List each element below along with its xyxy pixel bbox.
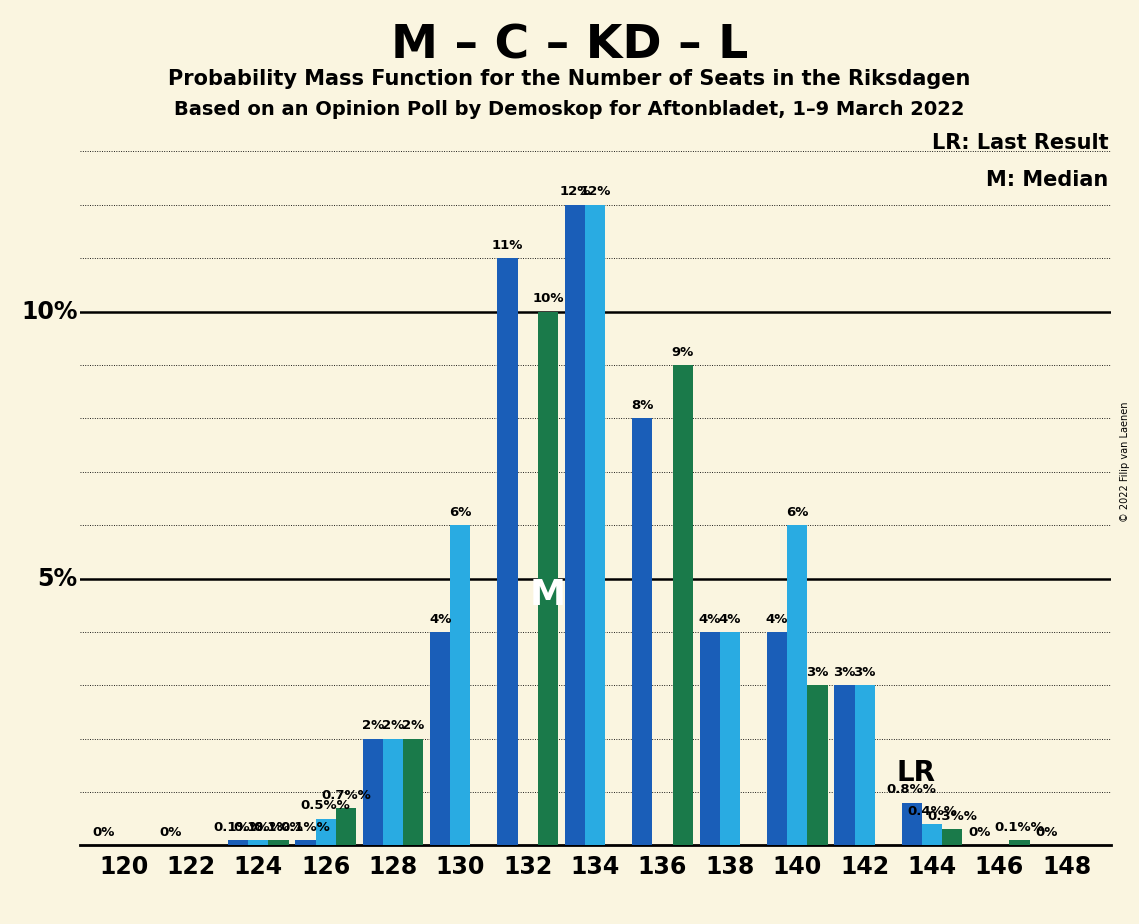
Bar [834, 686, 854, 845]
Bar [787, 525, 808, 845]
Bar [362, 738, 383, 845]
Text: 10%: 10% [532, 292, 564, 305]
Text: © 2022 Filip van Laenen: © 2022 Filip van Laenen [1121, 402, 1130, 522]
Bar [942, 830, 962, 845]
Text: M: Median: M: Median [986, 170, 1108, 190]
Text: M – C – KD – L: M – C – KD – L [391, 23, 748, 68]
Text: 4%: 4% [765, 613, 788, 626]
Bar [565, 205, 585, 845]
Text: 0.1%%: 0.1%% [994, 821, 1044, 833]
Text: 0.1%%: 0.1%% [280, 821, 330, 833]
Text: 0.8%%: 0.8%% [887, 784, 936, 796]
Text: 4%: 4% [719, 613, 741, 626]
Text: LR: LR [896, 760, 936, 787]
Text: 2%: 2% [382, 719, 404, 733]
Text: 5%: 5% [38, 566, 77, 590]
Text: 0%: 0% [159, 826, 182, 839]
Text: 0.1%%: 0.1%% [233, 821, 284, 833]
Text: 6%: 6% [449, 505, 472, 518]
Text: 0.5%%: 0.5%% [301, 799, 351, 812]
Text: Probability Mass Function for the Number of Seats in the Riksdagen: Probability Mass Function for the Number… [169, 69, 970, 90]
Bar [228, 840, 248, 845]
Text: 0.1%%: 0.1%% [254, 821, 303, 833]
Text: 2%: 2% [402, 719, 425, 733]
Text: 0%: 0% [968, 826, 990, 839]
Text: 6%: 6% [786, 505, 809, 518]
Text: 10%: 10% [22, 299, 77, 323]
Bar [921, 824, 942, 845]
Text: 4%: 4% [429, 613, 451, 626]
Text: 0.1%%: 0.1%% [213, 821, 263, 833]
Bar [383, 738, 403, 845]
Text: 2%: 2% [362, 719, 384, 733]
Bar [295, 840, 316, 845]
Text: Based on an Opinion Poll by Demoskop for Aftonbladet, 1–9 March 2022: Based on an Opinion Poll by Demoskop for… [174, 100, 965, 119]
Bar [1009, 840, 1030, 845]
Text: 3%: 3% [806, 666, 829, 679]
Text: 12%: 12% [580, 186, 611, 199]
Text: 11%: 11% [492, 238, 523, 252]
Text: LR: Last Result: LR: Last Result [932, 133, 1108, 152]
Bar [585, 205, 605, 845]
Bar [673, 365, 693, 845]
Bar [403, 738, 424, 845]
Bar [450, 525, 470, 845]
Bar [498, 258, 517, 845]
Bar [902, 803, 921, 845]
Bar [538, 311, 558, 845]
Bar [854, 686, 875, 845]
Bar [632, 419, 653, 845]
Text: 0.7%%: 0.7%% [321, 789, 370, 802]
Bar [808, 686, 828, 845]
Text: 3%: 3% [853, 666, 876, 679]
Text: 8%: 8% [631, 399, 654, 412]
Bar [336, 808, 357, 845]
Text: 0%: 0% [1035, 826, 1058, 839]
Text: 0.4%%: 0.4%% [907, 805, 957, 818]
Bar [699, 632, 720, 845]
Bar [431, 632, 450, 845]
Text: 12%: 12% [559, 186, 591, 199]
Bar [767, 632, 787, 845]
Bar [248, 840, 269, 845]
Text: 0.3%%: 0.3%% [927, 810, 977, 823]
Text: 0%: 0% [92, 826, 115, 839]
Text: 3%: 3% [834, 666, 855, 679]
Text: 9%: 9% [672, 346, 694, 359]
Bar [316, 819, 336, 845]
Text: 4%: 4% [698, 613, 721, 626]
Bar [269, 840, 288, 845]
Text: M: M [530, 578, 566, 612]
Bar [720, 632, 740, 845]
